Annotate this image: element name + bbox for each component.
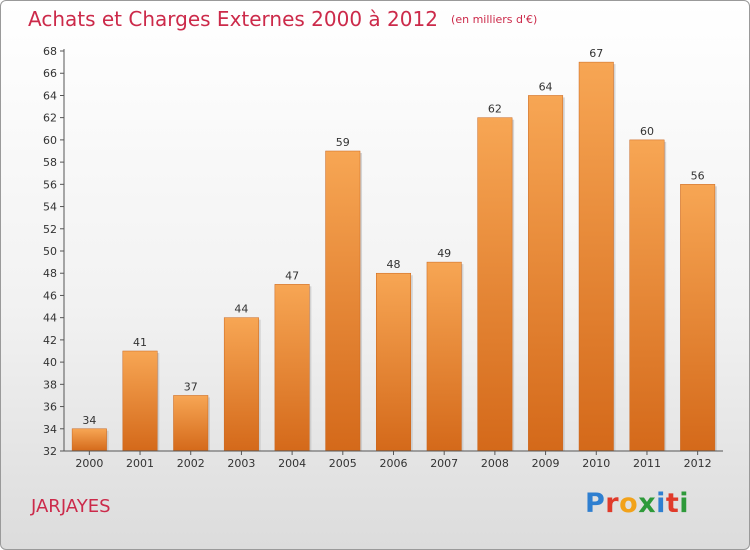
bar-value-label: 34 [82,414,96,427]
x-tick-label: 2011 [633,457,661,470]
bar-value-label: 64 [539,80,553,93]
x-tick-label: 2002 [177,457,205,470]
y-axis: 32 34 36 38 40 42 44 46 48 50 52 54 56 58 60 62 64 66 68 [43,45,65,458]
y-tick-label: 46 [43,289,57,302]
y-tick-label: 48 [43,267,57,280]
y-tick-label: 66 [43,67,57,80]
logo-letter: i [679,488,690,519]
chart-header: Achats et Charges Externes 2000 à 2012 (… [28,7,537,31]
y-tick-label: 58 [43,156,57,169]
chart-subtitle: (en milliers d'€) [451,13,538,26]
x-tick-label: 2009 [532,457,560,470]
y-tick-label: 38 [43,378,57,391]
logo-letter: x [638,488,657,519]
bar-value-label: 56 [691,169,705,182]
y-tick-label: 40 [43,356,57,369]
bar[interactable] [680,184,716,452]
bar[interactable] [122,350,158,452]
chart-title: Achats et Charges Externes 2000 à 2012 [28,7,438,31]
bar[interactable] [578,61,614,452]
commune-name: JARJAYES [31,496,111,517]
bar-value-label: 41 [133,336,147,349]
bar-value-label: 37 [184,380,198,393]
bar[interactable] [173,395,209,452]
x-tick-label: 2012 [684,457,712,470]
x-tick-label: 2004 [278,457,306,470]
x-tick-label: 2006 [380,457,408,470]
bar[interactable] [325,150,361,452]
y-tick-label: 52 [43,223,57,236]
y-tick-label: 56 [43,178,57,191]
y-tick-label: 68 [43,45,57,58]
proxiti-logo[interactable]: Proxiti [585,488,689,519]
bar[interactable] [426,261,462,452]
bar[interactable] [477,117,513,452]
bars-group: 34 41 37 44 47 59 48 49 62 64 67 60 56 [71,47,717,452]
bar-value-label: 48 [387,258,401,271]
logo-letter: t [665,488,680,519]
y-tick-label: 62 [43,112,57,125]
y-tick-label: 34 [43,423,57,436]
y-tick-label: 60 [43,134,57,147]
bar[interactable] [71,428,107,452]
bar[interactable] [223,317,259,452]
x-tick-label: 2001 [126,457,154,470]
bar[interactable] [629,139,665,452]
x-tick-label: 2005 [329,457,357,470]
bar-value-label: 59 [336,136,350,149]
logo-letter: P [585,488,606,519]
y-tick-label: 44 [43,312,57,325]
logo-letter: r [605,488,620,519]
x-tick-label: 2007 [430,457,458,470]
x-tick-label: 2000 [75,457,103,470]
y-tick-label: 36 [43,401,57,414]
x-tick-label: 2008 [481,457,509,470]
bar-value-label: 47 [285,269,299,282]
bar-value-label: 44 [234,303,248,316]
bar[interactable] [274,284,310,452]
x-axis: 2000 2001 2002 2003 2004 2005 2006 2007 2008 2009… [64,450,723,470]
bar-value-label: 62 [488,103,502,116]
y-tick-label: 64 [43,89,57,102]
bar[interactable] [376,272,411,452]
x-tick-label: 2003 [227,457,255,470]
bar-value-label: 49 [437,247,451,260]
y-tick-label: 54 [43,201,57,214]
bar[interactable] [528,95,564,452]
logo-letter: i [656,488,666,519]
y-tick-label: 42 [43,334,57,347]
x-tick-label: 2010 [582,457,610,470]
bar-value-label: 67 [589,47,603,60]
y-tick-label: 32 [43,445,57,458]
y-tick-label: 50 [43,245,57,258]
logo-letter: o [619,488,639,519]
bar-value-label: 60 [640,125,654,138]
